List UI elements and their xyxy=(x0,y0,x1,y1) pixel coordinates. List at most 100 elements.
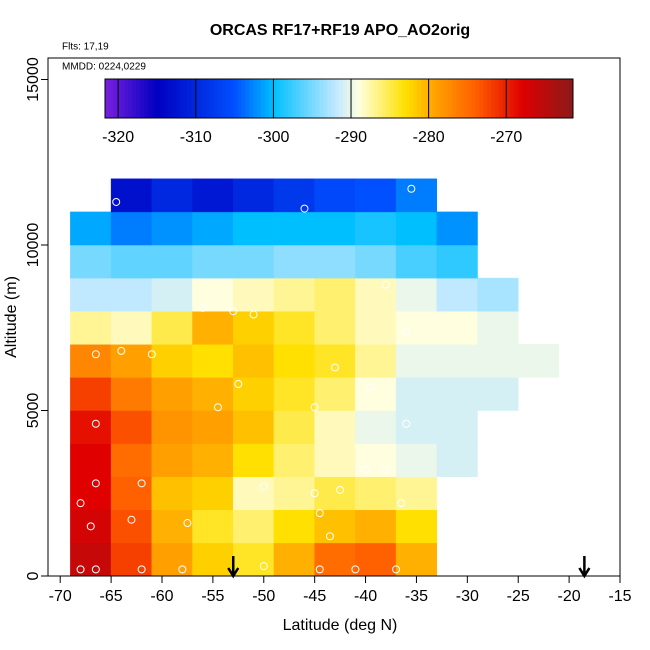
heatmap-cell xyxy=(110,410,153,444)
heatmap-cell xyxy=(395,542,438,577)
colorbar-segment xyxy=(530,79,535,118)
observation-point xyxy=(147,350,156,359)
colorbar-segment xyxy=(350,79,356,118)
heatmap-cell xyxy=(314,244,356,279)
colorbar-segment xyxy=(284,79,289,118)
heatmap-cell xyxy=(355,476,397,511)
colorbar-segment xyxy=(272,79,278,118)
colorbar-segment xyxy=(175,79,180,118)
heatmap-cell xyxy=(273,344,315,378)
heatmap-cell xyxy=(232,310,275,345)
colorbar-segment xyxy=(261,79,266,118)
colorbar-segment xyxy=(315,79,320,118)
heatmap-cell xyxy=(151,178,193,213)
heatmap-cell xyxy=(355,244,397,279)
observation-point xyxy=(397,499,406,508)
heatmap-cell xyxy=(192,476,234,511)
heatmap-cell xyxy=(151,476,193,511)
colorbar-segment xyxy=(549,79,554,118)
heatmap-cell xyxy=(192,277,234,312)
x-tick-label: -15 xyxy=(608,588,631,605)
heatmap-cell xyxy=(273,443,315,477)
x-tick-label: -60 xyxy=(150,588,173,605)
y-tick-label: 5000 xyxy=(25,393,42,429)
observation-point xyxy=(402,419,411,428)
colorbar-segment xyxy=(479,79,484,118)
colorbar-tick-label: -290 xyxy=(335,129,367,146)
colorbar-segment xyxy=(385,79,391,118)
observation-point xyxy=(91,565,100,574)
heatmap-cell xyxy=(273,410,315,444)
colorbar-segment xyxy=(105,79,110,118)
heatmap-cell xyxy=(192,542,234,577)
heatmap-cell xyxy=(151,410,193,444)
heatmap-cell xyxy=(355,509,397,544)
heatmap-cell xyxy=(395,310,438,345)
observation-point xyxy=(392,565,401,574)
colorbar-segment xyxy=(366,79,371,118)
heatmap-cell xyxy=(395,344,438,378)
colorbar-segment xyxy=(245,79,250,118)
y-axis-label: Altitude (m) xyxy=(3,276,20,358)
heatmap-cell xyxy=(232,443,275,477)
heatmap-cell xyxy=(477,310,519,345)
heatmap-cell xyxy=(232,410,275,444)
colorbar-segment xyxy=(311,79,317,118)
colorbar-segment xyxy=(436,79,441,118)
heatmap-cell xyxy=(110,443,153,477)
colorbar-segment xyxy=(456,79,461,118)
heatmap-cell xyxy=(192,344,234,378)
heatmap-cell xyxy=(273,542,315,577)
x-tick-label: -40 xyxy=(354,588,377,605)
heatmap-cell xyxy=(477,377,519,411)
heatmap-cell xyxy=(70,310,112,345)
observation-point xyxy=(310,489,319,498)
colorbar-segment xyxy=(428,79,434,118)
heatmap-cell xyxy=(517,344,560,378)
colorbar-segment xyxy=(362,79,367,118)
colorbar-segment xyxy=(342,79,348,118)
colorbar-segment xyxy=(303,79,309,118)
colorbar-segment xyxy=(124,79,129,118)
heatmap-cell xyxy=(110,178,153,213)
heatmap-cell xyxy=(436,211,478,246)
colorbar-segment xyxy=(498,79,504,118)
heatmap-cell xyxy=(70,211,112,246)
colorbar-segment xyxy=(292,79,297,118)
heatmap-cell xyxy=(273,277,315,312)
colorbar-segment xyxy=(565,79,570,118)
colorbar-tick-label: -270 xyxy=(490,129,522,146)
heatmap-cell xyxy=(436,344,478,378)
heatmap-cell xyxy=(355,443,397,477)
heatmap-cell xyxy=(395,443,438,477)
heatmap-cell xyxy=(70,244,112,279)
colorbar-segment xyxy=(183,79,188,118)
heatmap-cell xyxy=(110,476,153,511)
chart-title: ORCAS RF17+RF19 APO_AO2orig xyxy=(210,22,470,39)
observation-point xyxy=(331,363,340,372)
heatmap-cell xyxy=(151,310,193,345)
colorbar-segment xyxy=(420,79,426,118)
x-tick-label: -35 xyxy=(405,588,428,605)
colorbar-segment xyxy=(233,79,239,118)
heatmap-cell xyxy=(192,244,234,279)
colorbar-segment xyxy=(171,79,176,118)
colorbar-segment xyxy=(381,79,387,118)
heatmap-cell xyxy=(436,310,478,345)
colorbar-segment xyxy=(370,79,375,118)
observation-point xyxy=(198,303,207,312)
x-tick-label: -65 xyxy=(100,588,123,605)
heatmap-cell xyxy=(70,542,112,577)
colorbar-tick-label: -320 xyxy=(102,129,134,146)
colorbar-segment xyxy=(151,79,157,118)
heatmap-cell xyxy=(436,377,478,411)
heatmap-cell xyxy=(232,377,275,411)
heatmap-cell xyxy=(192,377,234,411)
heatmap-cell xyxy=(314,443,356,477)
heatmap-cell xyxy=(273,244,315,279)
colorbar-segment xyxy=(541,79,547,118)
colorbar-segment xyxy=(417,79,422,118)
colorbar-segment xyxy=(307,79,313,118)
colorbar-segment xyxy=(510,79,515,118)
